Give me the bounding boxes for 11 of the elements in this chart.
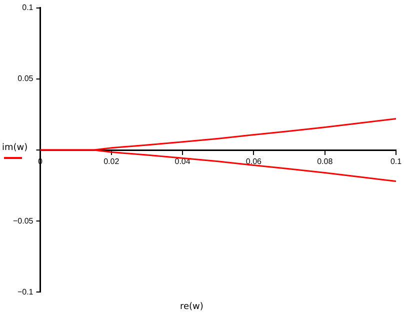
y-tick-label: 0.05 (18, 74, 34, 84)
y-tick-label: −0.1 (17, 287, 34, 296)
y-axis-title: im(w) (2, 143, 28, 153)
y-tick-label: −0.05 (12, 216, 34, 226)
x-tick-label: 0.04 (174, 157, 191, 166)
y-tick-label: 0.1 (22, 3, 34, 12)
x-tick-label: 0.08 (317, 157, 334, 166)
x-tick-label: 0.1 (390, 157, 402, 166)
x-tick-label: 0.06 (246, 157, 262, 166)
x-tick-label: 0.02 (104, 157, 120, 166)
x-axis-title: re(w) (180, 302, 204, 312)
